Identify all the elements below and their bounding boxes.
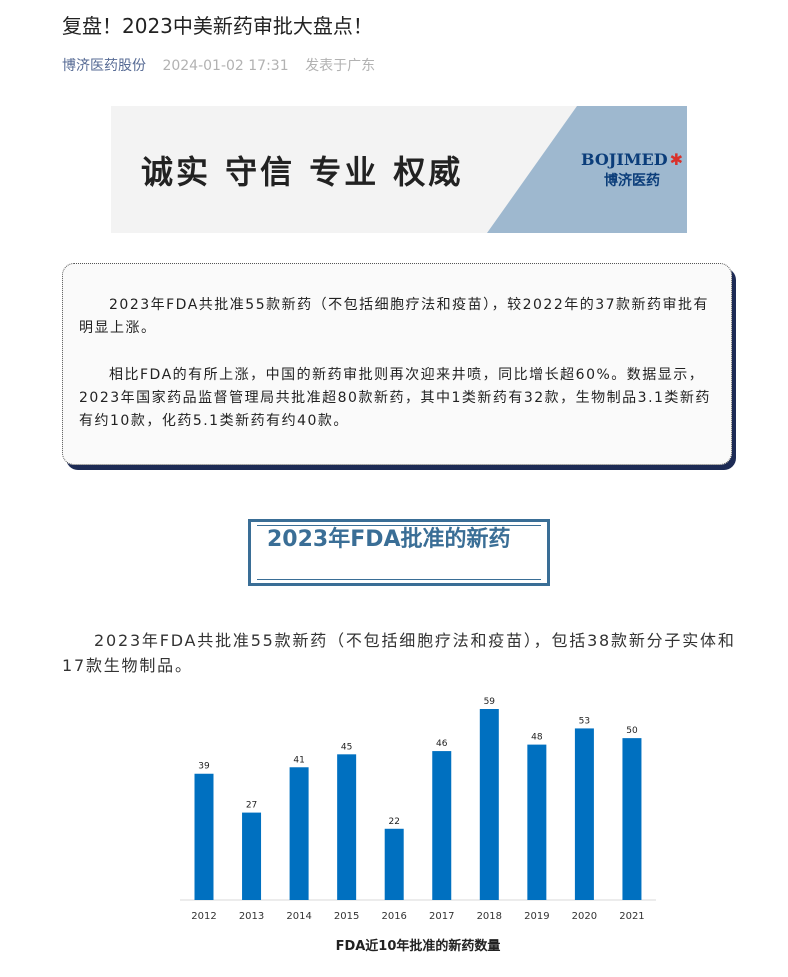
x-tick-2019: 2019: [524, 911, 549, 922]
x-tick-2018: 2018: [477, 911, 502, 922]
bar-2015: [337, 754, 357, 900]
bar-2019: [527, 744, 547, 900]
summary-box: 2023年FDA共批准55款新药（不包括细胞疗法和疫苗），较2022年的37款新…: [62, 263, 732, 465]
author-link[interactable]: 博济医药股份: [62, 58, 146, 74]
banner-slogan: 诚实 守信 专业 权威: [141, 153, 464, 191]
banner-image: 诚实 守信 专业 权威 BOJIMED ✱ 博济医药: [111, 106, 687, 233]
summary-paragraph-1: 2023年FDA共批准55款新药（不包括细胞疗法和疫苗），较2022年的37款新…: [79, 297, 710, 336]
publish-location: 发表于广东: [305, 58, 376, 74]
logo-star-icon: ✱: [669, 150, 683, 169]
bar-2021: [622, 738, 642, 900]
data-label-2013: 27: [246, 801, 257, 811]
bar-2018: [479, 709, 499, 900]
company-logo: BOJIMED ✱ 博济医药: [581, 150, 683, 190]
summary-paragraph-2: 相比FDA的有所上涨，中国的新药审批则再次迎来井喷，同比增长超60%。数据显示，…: [79, 367, 711, 429]
data-label-2015: 45: [341, 742, 352, 752]
heading-rules: [257, 525, 541, 580]
article-title: 复盘！2023中美新药审批大盘点！: [62, 14, 373, 38]
logo-cn: 博济医药: [604, 173, 660, 189]
data-label-2021: 50: [626, 726, 638, 736]
publish-date: 2024-01-02 17:31: [162, 58, 289, 74]
section-paragraph: 2023年FDA共批准55款新药（不包括细胞疗法和疫苗），包括38款新分子实体和…: [62, 631, 736, 675]
data-label-2012: 39: [198, 762, 210, 772]
data-label-2014: 41: [293, 755, 304, 765]
x-tick-2021: 2021: [619, 911, 644, 922]
bar-2017: [432, 751, 452, 900]
x-tick-2015: 2015: [334, 911, 359, 922]
data-label-2017: 46: [436, 739, 448, 749]
x-tick-2020: 2020: [572, 911, 597, 922]
x-tick-2013: 2013: [239, 911, 264, 922]
logo-en: BOJIMED: [581, 150, 668, 169]
section-heading: 2023年FDA批准的新药: [267, 527, 511, 552]
article-meta: 博济医药股份 2024-01-02 17:31 发表于广东: [62, 55, 375, 75]
x-tick-2014: 2014: [286, 911, 311, 922]
x-tick-2012: 2012: [191, 911, 216, 922]
bar-2016: [384, 828, 404, 900]
chart-title: FDA近10年批准的新药数量: [336, 938, 501, 954]
bar-2014: [289, 767, 309, 900]
data-label-2016: 22: [388, 817, 399, 827]
data-label-2018: 59: [484, 697, 496, 707]
bar-2013: [242, 812, 262, 900]
data-label-2020: 53: [579, 716, 590, 726]
section-heading-box: 2023年FDA批准的新药: [248, 519, 550, 586]
bar-2012: [194, 773, 214, 900]
logo-row: BOJIMED ✱: [581, 150, 683, 170]
data-label-2019: 48: [531, 733, 543, 743]
x-tick-2017: 2017: [429, 911, 454, 922]
x-tick-2016: 2016: [381, 911, 406, 922]
bar-2020: [574, 728, 594, 900]
